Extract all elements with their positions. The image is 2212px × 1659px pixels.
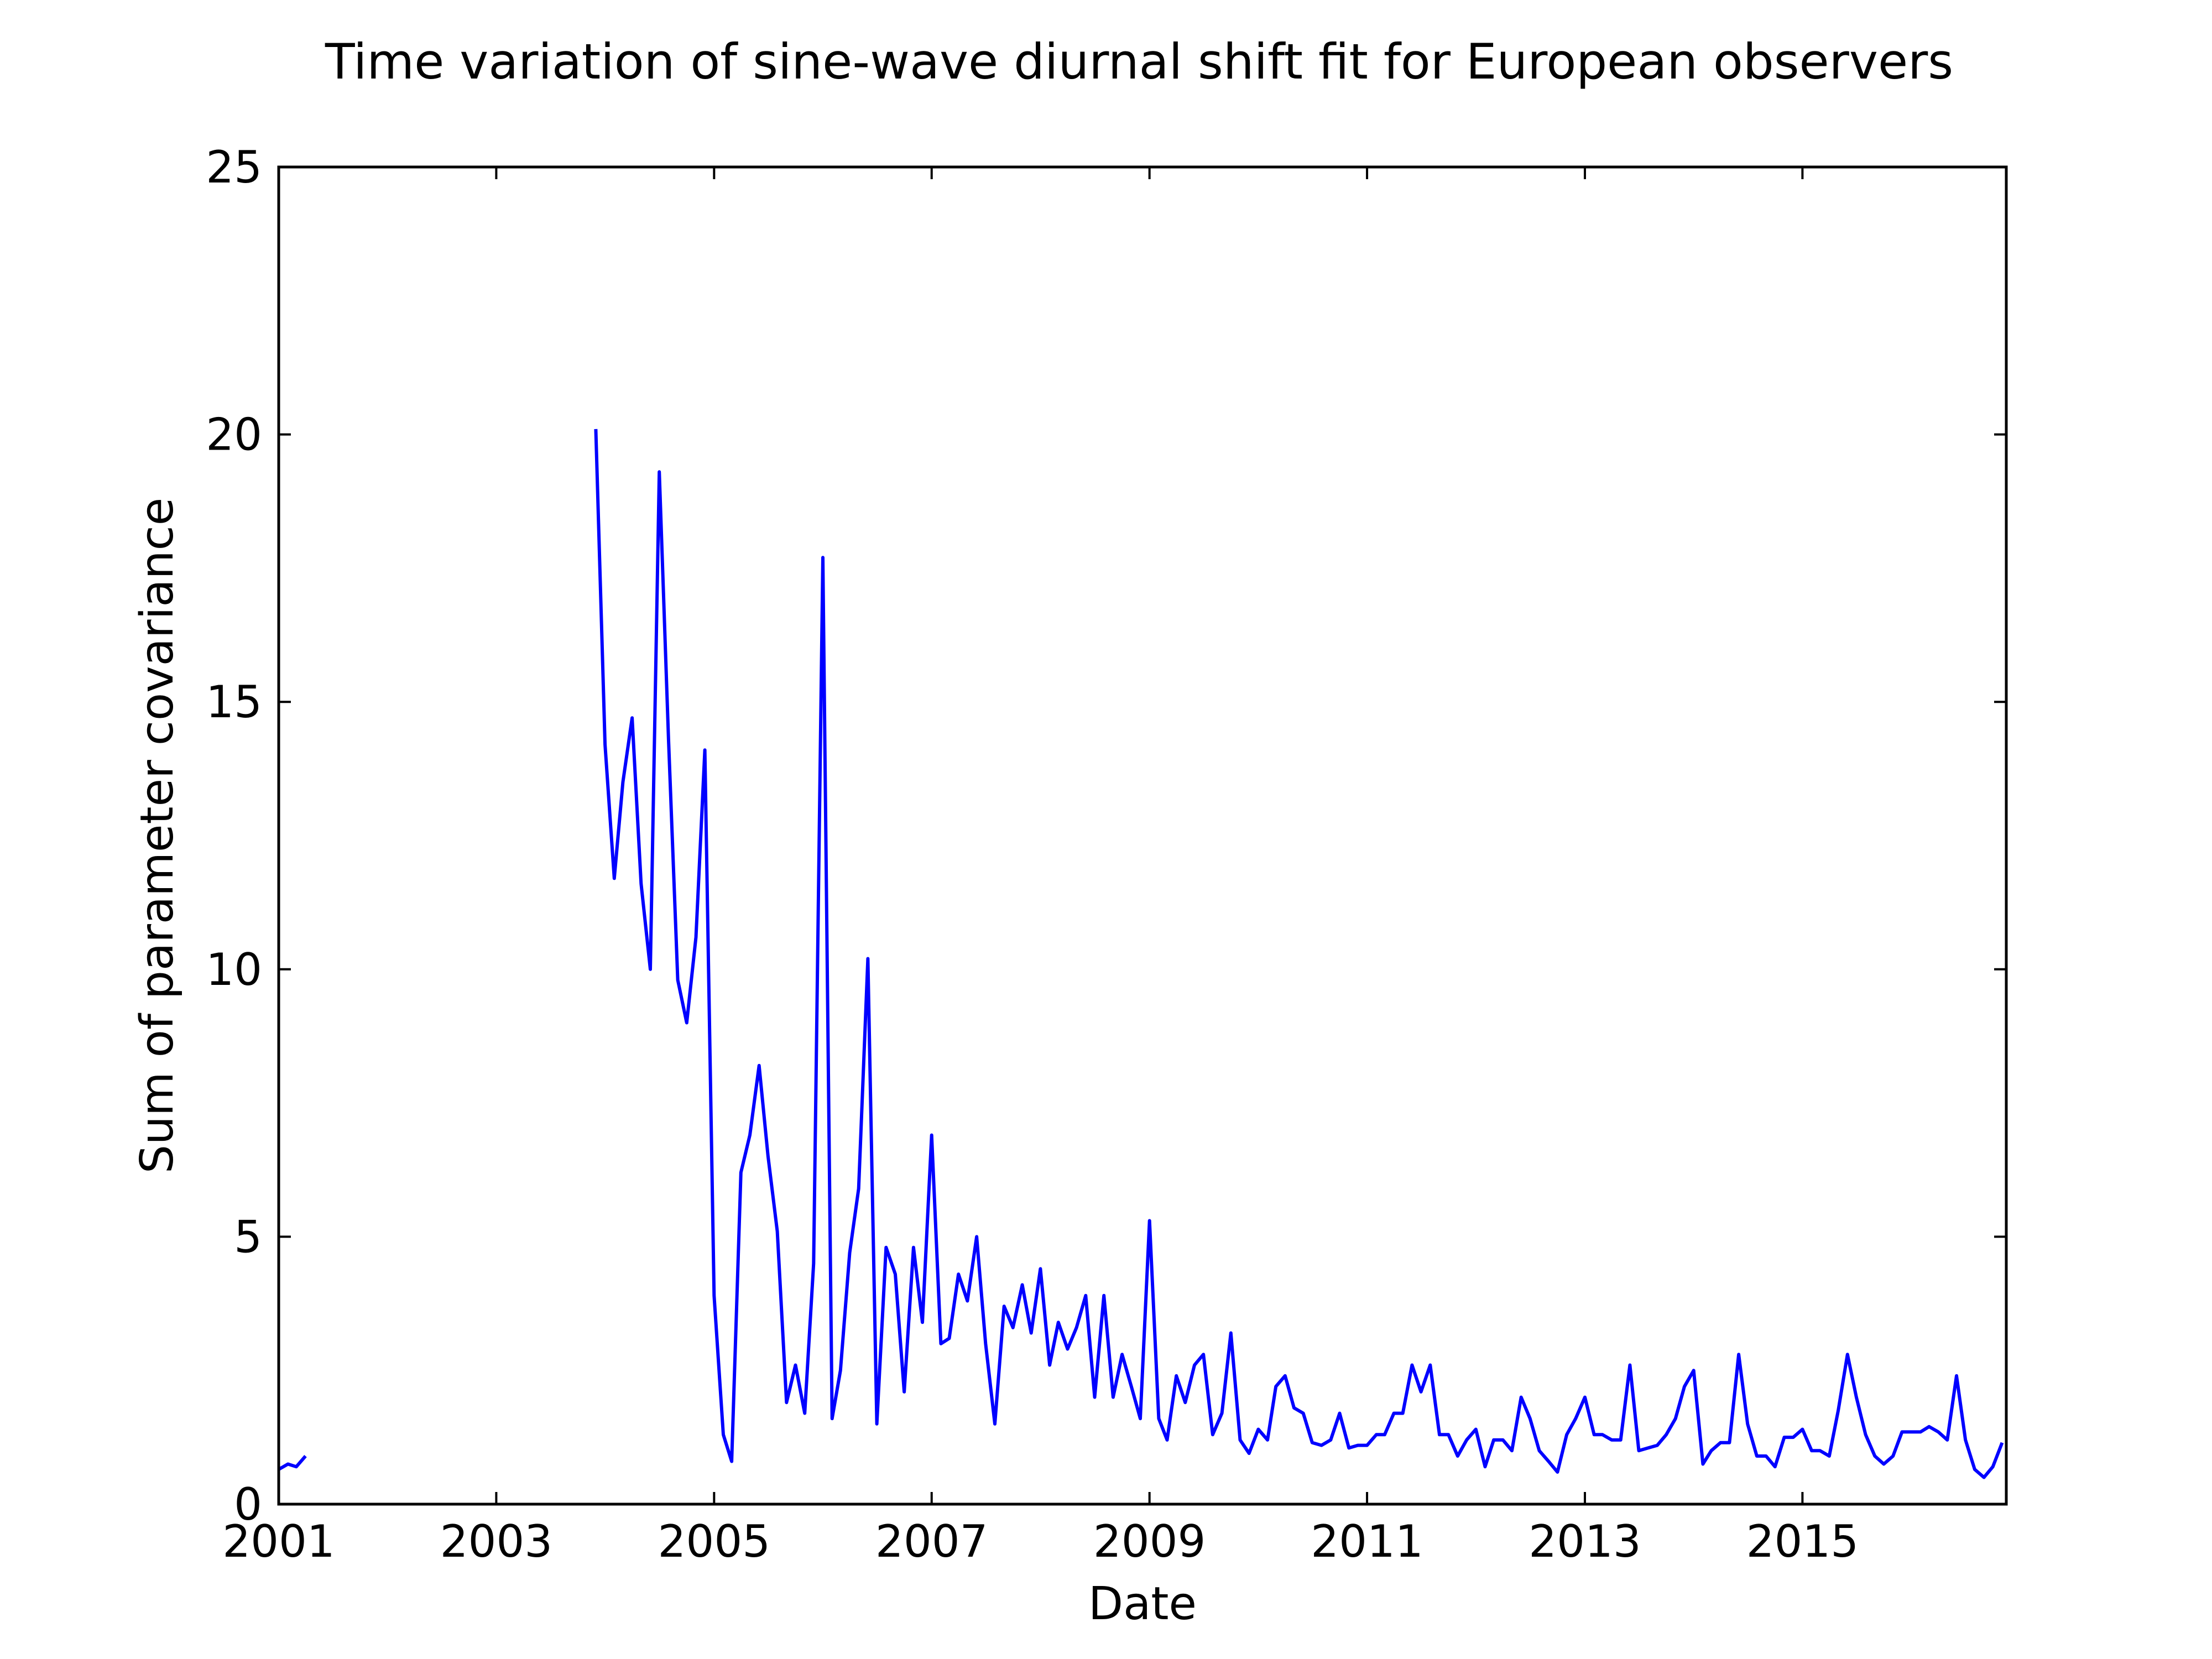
x-tick-label: 2003 <box>440 1516 553 1567</box>
y-axis: 0 5 10 15 20 25 <box>206 142 2006 1530</box>
series-line-segment <box>278 1455 307 1471</box>
x-tick-label: 2009 <box>1093 1516 1206 1567</box>
chart-title: Time variation of sine-wave diurnal shif… <box>325 33 1953 90</box>
y-tick-label: 10 <box>206 944 262 995</box>
series-line-segment <box>594 429 2004 1479</box>
plot-frame <box>277 165 2008 1506</box>
series-layer <box>278 429 2004 1479</box>
y-axis-label: Sum of parameter covariance <box>131 498 184 1173</box>
x-tick-label: 2013 <box>1528 1516 1641 1567</box>
plot-area: 2001 2003 2005 2007 2009 2011 2013 2015 0510152… <box>206 142 2008 1567</box>
x-tick-label: 2015 <box>1746 1516 1859 1567</box>
x-axis-label: Date <box>1088 1578 1197 1630</box>
x-tick-label: 2001 <box>222 1516 335 1567</box>
x-tick-label: 2011 <box>1311 1516 1423 1567</box>
y-tick-label: 15 <box>206 676 262 728</box>
x-axis: 2001 2003 2005 2007 2009 2011 2013 2015 <box>222 167 1859 1567</box>
y-tick-label: 5 <box>234 1211 262 1262</box>
y-tick-label: 0 <box>234 1479 262 1530</box>
y-tick-label: 25 <box>206 142 262 193</box>
x-tick-label: 2005 <box>658 1516 771 1567</box>
y-tick-label: 20 <box>206 409 262 461</box>
x-tick-label: 2007 <box>875 1516 988 1567</box>
